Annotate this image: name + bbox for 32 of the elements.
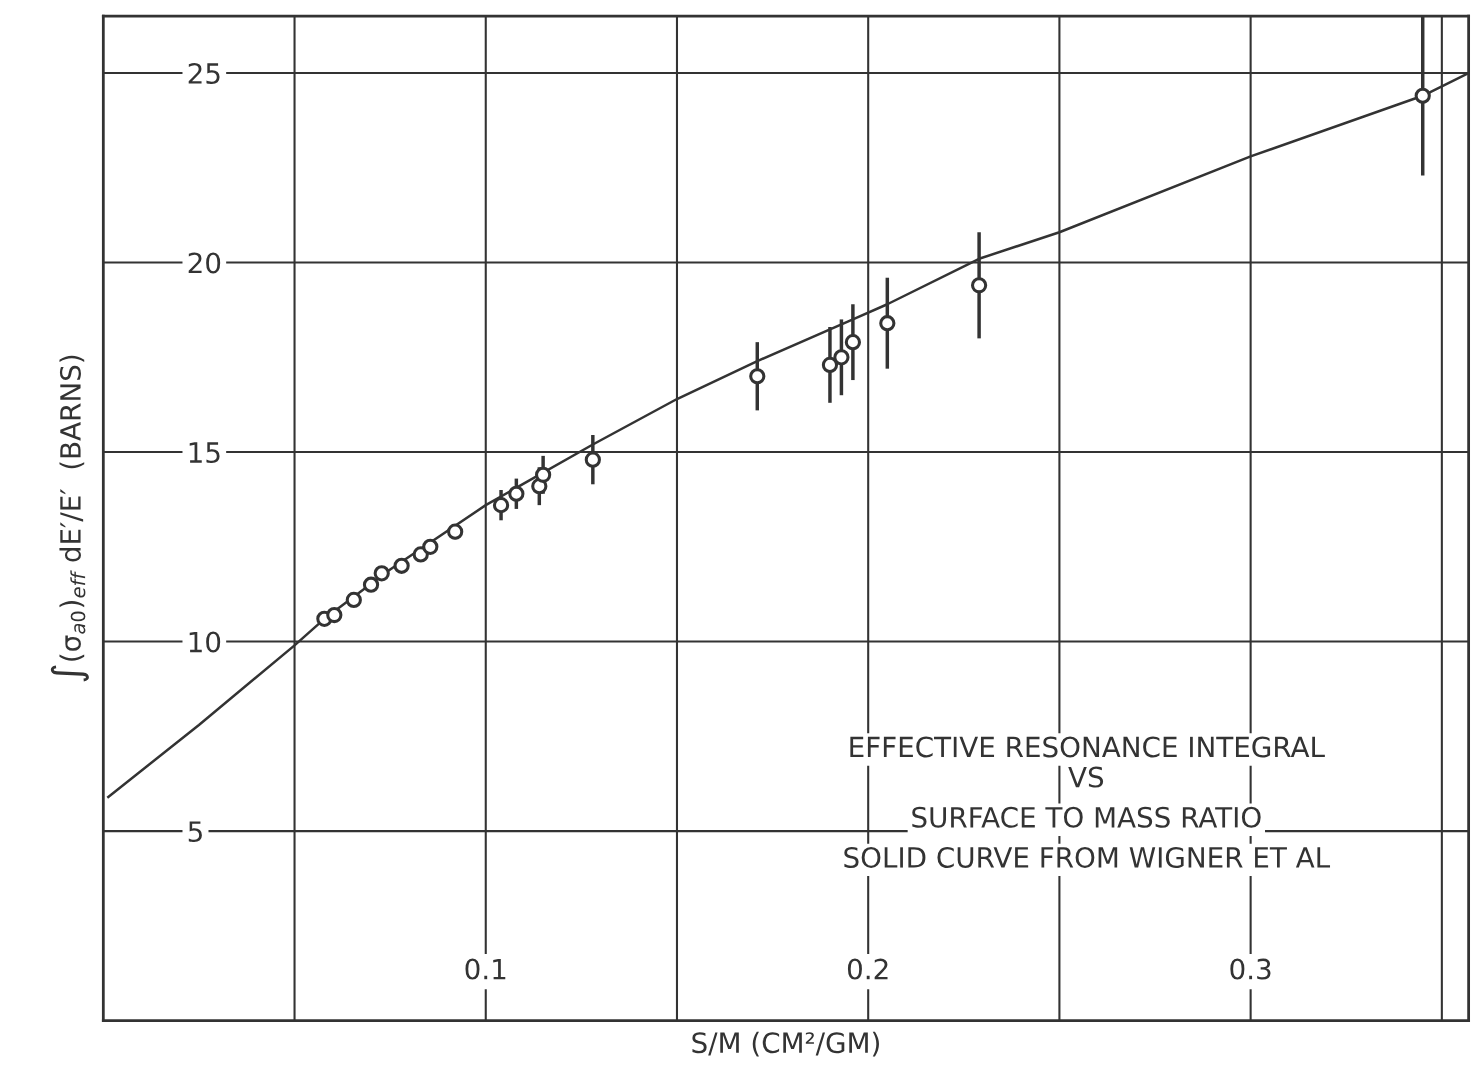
point	[879, 315, 896, 332]
point	[422, 538, 439, 555]
point	[535, 466, 552, 483]
x-tick-label: 0.2	[847, 958, 888, 980]
point	[749, 368, 766, 385]
annotation: SURFACE TO MASS RATIO	[912, 806, 1261, 828]
point	[447, 523, 464, 540]
point	[833, 349, 850, 366]
annotation: VS	[1068, 766, 1104, 788]
point	[821, 356, 839, 374]
point	[326, 606, 343, 624]
x-axis-title: S/M (CM²/GM)	[692, 1031, 879, 1057]
point	[508, 485, 525, 502]
annotation: EFFECTIVE RESONANCE INTEGRAL	[850, 736, 1325, 758]
annotation: SOLID CURVE FROM WIGNER ET AL	[844, 846, 1331, 868]
point	[345, 591, 362, 609]
x-tick-label: 0.3	[1230, 958, 1271, 980]
point	[393, 557, 410, 574]
point	[970, 277, 988, 294]
point	[584, 451, 601, 468]
y-axis-title: ∫(σ$_{a0}$)$_{eff}$ dE′/E′ (BARNS)	[50, 355, 89, 682]
y-tick-label: 25	[188, 62, 220, 84]
y-tick-label: 20	[188, 252, 221, 274]
y-tick-label: 15	[189, 442, 220, 464]
y-tick-label: 5	[188, 821, 202, 843]
x-tick-label: 0.1	[465, 958, 506, 980]
y-tick-label: 10	[189, 631, 221, 653]
point	[492, 497, 510, 514]
point	[362, 576, 380, 593]
point	[1414, 87, 1431, 104]
point	[373, 565, 390, 582]
point	[844, 334, 862, 351]
